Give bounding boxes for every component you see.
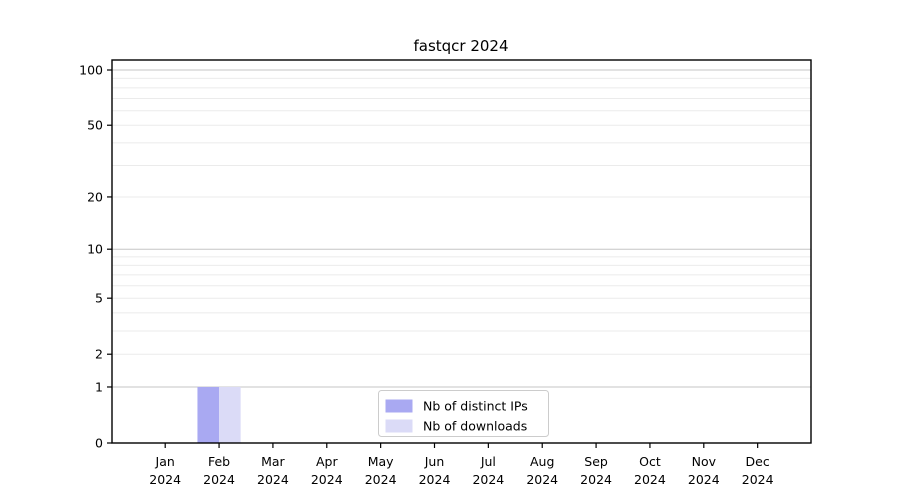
x-tick-label-month: Oct (639, 454, 661, 469)
y-tick-label: 0 (95, 436, 103, 451)
chart-title: fastqcr 2024 (413, 37, 508, 55)
y-tick-label: 50 (87, 118, 103, 133)
y-tick-label: 5 (95, 291, 103, 306)
x-tick-label-month: Sep (584, 454, 608, 469)
x-tick-label-year: 2024 (742, 472, 774, 487)
x-tick-label-month: Jul (480, 454, 496, 469)
legend-swatch-nb-of-downloads (385, 419, 413, 433)
x-tick-label-month: Mar (261, 454, 285, 469)
legend-label-nb-of-downloads: Nb of downloads (423, 419, 527, 434)
x-tick-label-year: 2024 (580, 472, 612, 487)
bar-nb-of-distinct-ips-feb (197, 386, 220, 443)
bar-nb-of-downloads-feb (219, 386, 241, 443)
x-tick-label-year: 2024 (526, 472, 558, 487)
y-tick-label: 1 (95, 379, 103, 394)
x-tick-label-year: 2024 (365, 472, 397, 487)
x-tick-label-year: 2024 (634, 472, 666, 487)
legend-label-nb-of-distinct-ips: Nb of distinct IPs (423, 399, 528, 414)
x-tick-label-year: 2024 (311, 472, 343, 487)
x-tick-label-month: May (368, 454, 394, 469)
x-tick-label-year: 2024 (149, 472, 181, 487)
x-tick-label-month: Jan (155, 454, 175, 469)
x-tick-label-year: 2024 (688, 472, 720, 487)
y-tick-label: 2 (95, 347, 103, 362)
y-tick-label: 10 (87, 242, 103, 257)
x-tick-label-month: Apr (316, 454, 338, 469)
legend-swatch-nb-of-distinct-ips (385, 399, 413, 413)
x-tick-label-year: 2024 (257, 472, 289, 487)
x-tick-label-month: Dec (746, 454, 770, 469)
x-tick-label-month: Nov (692, 454, 717, 469)
y-tick-label: 20 (87, 189, 103, 204)
bars-layer (197, 386, 241, 443)
axes-layer: 0 1 2 5 10 20 50 100 Jan 2024 Feb 2024 Mar 2024 Apr 202… (79, 59, 812, 487)
x-tick-label-year: 2024 (472, 472, 504, 487)
x-tick-label-year: 2024 (203, 472, 235, 487)
legend: Nb of distinct IPs Nb of downloads (378, 390, 549, 437)
x-tick-label-month: Aug (530, 454, 554, 469)
x-tick-label-year: 2024 (419, 472, 451, 487)
plot-frame (111, 59, 812, 444)
x-tick-label-month: Feb (208, 454, 230, 469)
gridlines-layer (112, 69, 811, 388)
y-tick-label: 100 (79, 63, 103, 78)
x-tick-label-month: Jun (424, 454, 445, 469)
legend-box (378, 390, 549, 437)
